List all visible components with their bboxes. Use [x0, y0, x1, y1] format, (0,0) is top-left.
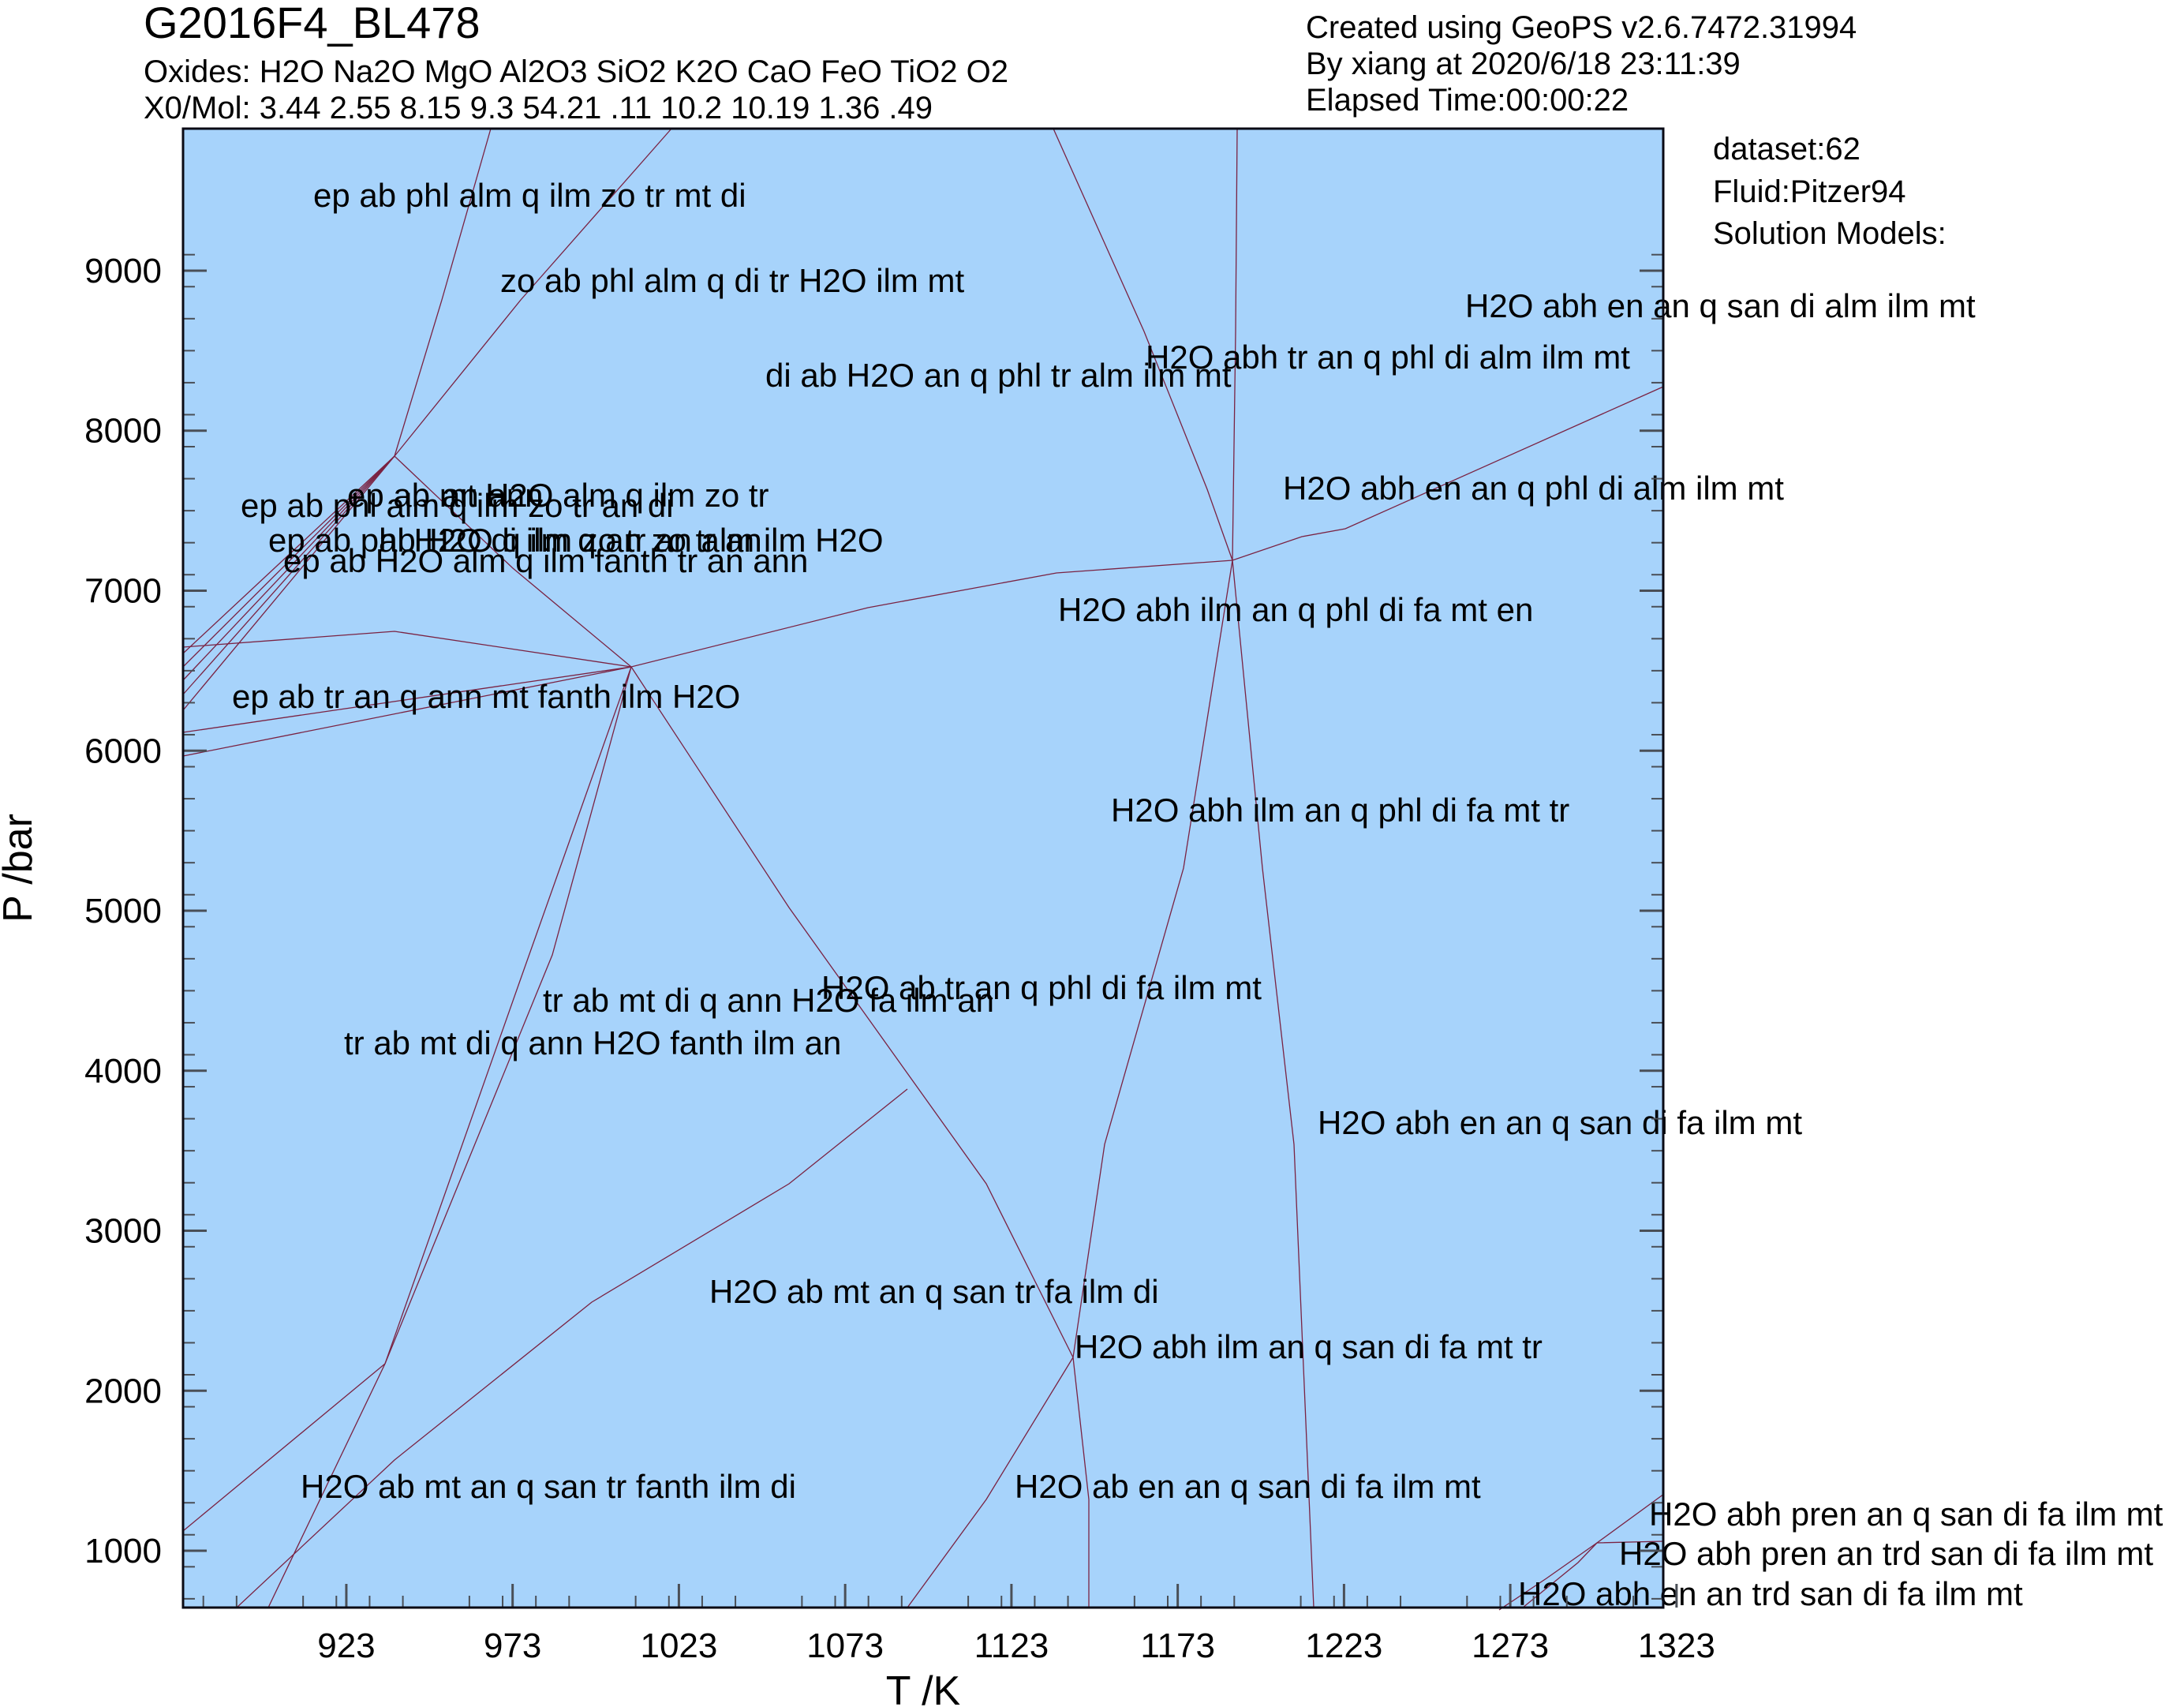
- svg-text:X0/Mol: 3.44 2.55 8.15 9.3 54.: X0/Mol: 3.44 2.55 8.15 9.3 54.21 .11 10.…: [144, 91, 933, 125]
- svg-text:4000: 4000: [84, 1052, 162, 1091]
- svg-text:H2O abh pren an trd san di fa: H2O abh pren an trd san di fa ilm mt: [1619, 1535, 2153, 1572]
- svg-text:Solution Models:: Solution Models:: [1713, 216, 1947, 251]
- svg-text:H2O abh pren an q san di fa il: H2O abh pren an q san di fa ilm mt: [1649, 1495, 2163, 1533]
- svg-text:H2O abh ilm an q san di fa mt: H2O abh ilm an q san di fa mt tr: [1075, 1328, 1543, 1365]
- svg-text:1223: 1223: [1305, 1627, 1382, 1665]
- svg-text:Elapsed Time:00:00:22: Elapsed Time:00:00:22: [1306, 83, 1629, 118]
- svg-text:1000: 1000: [84, 1532, 162, 1570]
- svg-text:H2O abh en an q san di alm ilm: H2O abh en an q san di alm ilm mt: [1465, 287, 1976, 324]
- svg-text:H2O ab mt an q san tr fanth il: H2O ab mt an q san tr fanth ilm di: [301, 1468, 796, 1505]
- svg-text:3000: 3000: [84, 1212, 162, 1251]
- svg-text:H2O abh en an q san di fa ilm: H2O abh en an q san di fa ilm mt: [1318, 1104, 1802, 1141]
- svg-text:1023: 1023: [640, 1627, 717, 1665]
- svg-text:6000: 6000: [84, 732, 162, 770]
- svg-text:H2O abh ilm an q phl di fa mt: H2O abh ilm an q phl di fa mt tr: [1111, 792, 1569, 829]
- svg-text:H2O ab tr an q phl di fa ilm m: H2O ab tr an q phl di fa ilm mt: [821, 969, 1262, 1006]
- svg-text:H2O abh en an q phl di alm ilm: H2O abh en an q phl di alm ilm mt: [1283, 470, 1784, 507]
- svg-text:T /K: T /K: [886, 1668, 961, 1707]
- svg-text:9000: 9000: [84, 252, 162, 290]
- svg-text:zo ab phl alm q di tr H2O ilm: zo ab phl alm q di tr H2O ilm mt: [500, 262, 965, 299]
- svg-text:ep ab mt H2O alm q ilm zo tr: ep ab mt H2O alm q ilm zo tr: [347, 477, 769, 514]
- svg-text:1123: 1123: [974, 1627, 1049, 1665]
- svg-text:973: 973: [484, 1627, 541, 1665]
- svg-text:1323: 1323: [1638, 1627, 1715, 1665]
- svg-text:Created using GeoPS v2.6.7472.: Created using GeoPS v2.6.7472.31994: [1306, 10, 1857, 45]
- svg-text:Oxides: H2O Na2O MgO Al2O3 SiO: Oxides: H2O Na2O MgO Al2O3 SiO2 K2O CaO …: [144, 54, 1008, 89]
- svg-text:Fluid:Pitzer94: Fluid:Pitzer94: [1713, 174, 1906, 209]
- svg-text:2000: 2000: [84, 1372, 162, 1410]
- svg-text:923: 923: [317, 1627, 375, 1665]
- svg-text:H2O ab mt an q san tr fa ilm d: H2O ab mt an q san tr fa ilm di: [709, 1273, 1159, 1310]
- svg-text:ep ab tr an q ann mt fanth ilm: ep ab tr an q ann mt fanth ilm H2O: [232, 678, 740, 715]
- svg-text:By xiang at 2020/6/18 23:11:39: By xiang at 2020/6/18 23:11:39: [1306, 47, 1741, 81]
- svg-text:H2O ab en an q san di fa ilm m: H2O ab en an q san di fa ilm mt: [1015, 1468, 1481, 1505]
- svg-text:ep ab phl alm q ilm zo tr mt d: ep ab phl alm q ilm zo tr mt di: [313, 177, 746, 214]
- svg-text:1073: 1073: [806, 1627, 884, 1665]
- svg-text:5000: 5000: [84, 892, 162, 930]
- svg-text:H2O abh tr an q phl di alm ilm: H2O abh tr an q phl di alm ilm mt: [1146, 339, 1630, 376]
- svg-text:tr ab mt di q ann H2O fanth il: tr ab mt di q ann H2O fanth ilm an: [344, 1024, 841, 1061]
- svg-text:H2O abh ilm an q phl di fa mt: H2O abh ilm an q phl di fa mt en: [1058, 591, 1533, 628]
- svg-text:7000: 7000: [84, 572, 162, 611]
- svg-text:dataset:62: dataset:62: [1713, 132, 1861, 167]
- svg-text:G2016F4_BL478: G2016F4_BL478: [144, 0, 481, 47]
- svg-text:1173: 1173: [1140, 1627, 1215, 1665]
- svg-text:8000: 8000: [84, 412, 162, 451]
- svg-text:1273: 1273: [1472, 1627, 1549, 1665]
- svg-text:ep ab H2O alm q ilm fanth tr a: ep ab H2O alm q ilm fanth tr an ann: [283, 542, 808, 579]
- svg-text:an ann: an ann: [442, 477, 543, 514]
- svg-text:P /bar: P /bar: [0, 814, 41, 923]
